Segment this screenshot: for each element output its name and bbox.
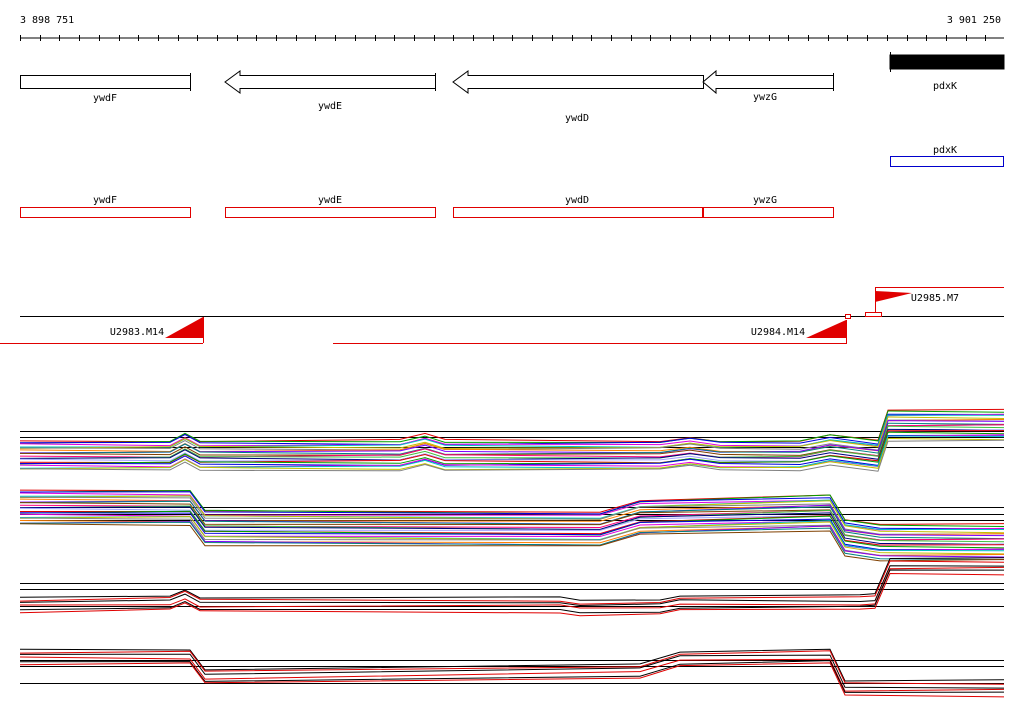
transcript-flag [806, 320, 846, 338]
profile-line [19, 512, 1005, 551]
profile-line [19, 410, 1005, 444]
profile-line [19, 572, 1005, 617]
profile-line [19, 653, 1005, 689]
annotated-box [453, 207, 703, 218]
profile-line [19, 428, 1005, 461]
annotated-label: ywdF [93, 195, 117, 206]
profile-line [19, 496, 1005, 535]
profile-line [19, 569, 1005, 614]
profile-line [19, 439, 1005, 472]
gene-label: ywdE [318, 101, 342, 112]
profile-line [19, 491, 1005, 530]
profile-line [19, 565, 1005, 607]
gene-arrow [702, 69, 834, 95]
transcript-marker [865, 312, 882, 317]
gene-label: ywdD [565, 113, 589, 124]
profile-line [19, 419, 1005, 451]
profile-line [19, 437, 1005, 471]
profile-line [19, 560, 1005, 605]
profile-line [19, 656, 1005, 692]
profile-line [19, 660, 1005, 693]
transcript-flag [165, 317, 203, 338]
transcript-label: U2985.M7 [911, 293, 959, 304]
gene-box [20, 75, 191, 89]
gene-label: ywdF [93, 93, 117, 104]
alt-gene-box [890, 156, 1004, 167]
transcript-marker [845, 314, 851, 319]
ruler-start: 3 898 751 [20, 15, 74, 26]
transcript-flag [875, 291, 912, 302]
profile-line [19, 516, 1005, 555]
annotated-box [225, 207, 436, 218]
annotated-label: ywzG [753, 195, 777, 206]
profile-line [19, 523, 1005, 562]
profile-line [19, 422, 1005, 455]
alt-gene-label: pdxK [933, 145, 957, 156]
annotated-box [703, 207, 834, 218]
expression-profiles [19, 408, 1005, 698]
gene-label: pdxK [933, 81, 957, 92]
gene-arrow [224, 70, 436, 94]
annotated-label: ywdD [565, 195, 589, 206]
annotated-label: ywdE [318, 195, 342, 206]
transcript-label: U2984.M14 [751, 327, 805, 338]
annotated-box [20, 207, 191, 218]
transcript-track [0, 287, 1004, 344]
profile-line [19, 506, 1005, 545]
annotated-track [20, 207, 834, 218]
profile-line [19, 413, 1005, 446]
profile-line [19, 434, 1005, 467]
ruler-ticks [20, 35, 986, 41]
profile-line [19, 521, 1005, 561]
profile-line [19, 408, 1005, 443]
profile-line [19, 500, 1005, 540]
gene-track [20, 52, 1005, 95]
profile-line [19, 662, 1005, 698]
gene-label: ywzG [753, 92, 777, 103]
gene-arrow [452, 70, 704, 94]
profile-line [19, 648, 1005, 682]
profile-line [19, 557, 1005, 601]
gene-box [889, 54, 1005, 70]
ruler-end: 3 901 250 [947, 15, 1001, 26]
profile-line [19, 650, 1005, 685]
transcript-label: U2983.M14 [110, 327, 164, 338]
